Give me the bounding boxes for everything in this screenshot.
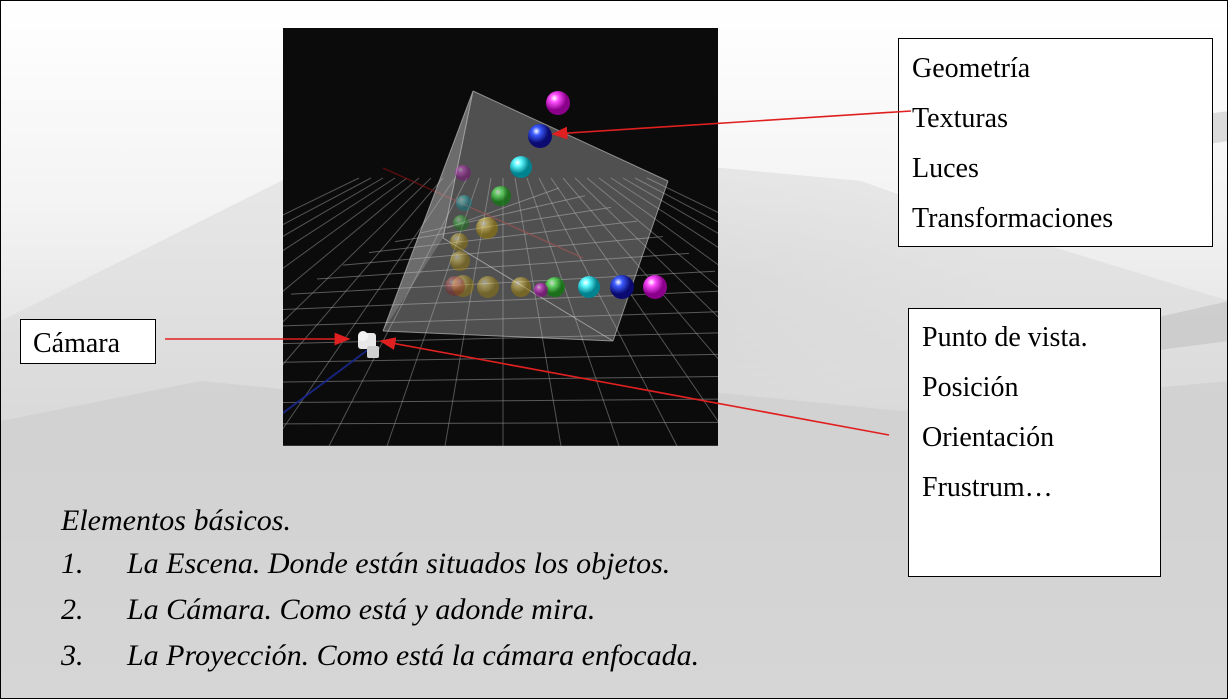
sphere [453, 215, 469, 231]
3d-scene-viewport [283, 28, 718, 446]
sphere [445, 276, 465, 296]
3d-scene [283, 90, 718, 446]
sphere [643, 275, 667, 299]
list-number: 1. [61, 547, 84, 580]
sphere [450, 233, 468, 251]
camera-label: Cámara [33, 328, 121, 359]
list-item: 2. La Cámara. Como está y adonde mira. [61, 587, 699, 633]
z-axis-line [283, 345, 374, 414]
transformations-label: Transformaciones [912, 203, 1114, 234]
list-text: La Proyección. Como está la cámara enfoc… [127, 639, 700, 672]
basic-elements-title: Elementos básicos. [61, 504, 291, 537]
basic-elements-text: Elementos básicos. 1. La Escena. Donde e… [61, 501, 699, 679]
sphere-group [445, 91, 667, 299]
sphere [510, 156, 532, 178]
viewpoint-label: Punto de vista. [922, 322, 1088, 353]
list-number: 2. [61, 593, 84, 626]
sphere [476, 217, 498, 239]
camera-model [358, 331, 379, 358]
list-item: 3. La Proyección. Como está la cámara en… [61, 633, 699, 679]
sphere [546, 91, 570, 115]
sphere [610, 275, 634, 299]
orientation-label: Orientación [922, 422, 1055, 453]
sphere [491, 186, 511, 206]
sphere [477, 276, 499, 298]
sphere [511, 277, 531, 297]
sphere [545, 277, 565, 297]
sphere [578, 276, 600, 298]
list-item: 1. La Escena. Donde están situados los o… [61, 541, 699, 587]
position-label: Posición [922, 372, 1019, 403]
list-number: 3. [61, 639, 84, 672]
sphere [528, 124, 552, 148]
x-axis-line [382, 167, 584, 259]
camera-properties-box: Punto de vista. Posición Orientación Fru… [908, 308, 1161, 577]
scene-elements-box: Geometría Texturas Luces Transformacione… [898, 38, 1213, 247]
sphere [455, 165, 471, 181]
floor-grid [283, 177, 718, 446]
frustum-label: Frustrum… [922, 472, 1053, 503]
list-text: La Escena. Donde están situados los obje… [127, 547, 671, 580]
textures-label: Texturas [912, 103, 1009, 134]
lights-label: Luces [912, 153, 979, 184]
list-text: La Cámara. Como está y adonde mira. [127, 593, 596, 626]
sphere [456, 195, 472, 211]
sphere [450, 251, 470, 271]
geometry-label: Geometría [912, 53, 1031, 84]
sphere [534, 283, 548, 297]
camera-box: Cámara [20, 319, 156, 364]
